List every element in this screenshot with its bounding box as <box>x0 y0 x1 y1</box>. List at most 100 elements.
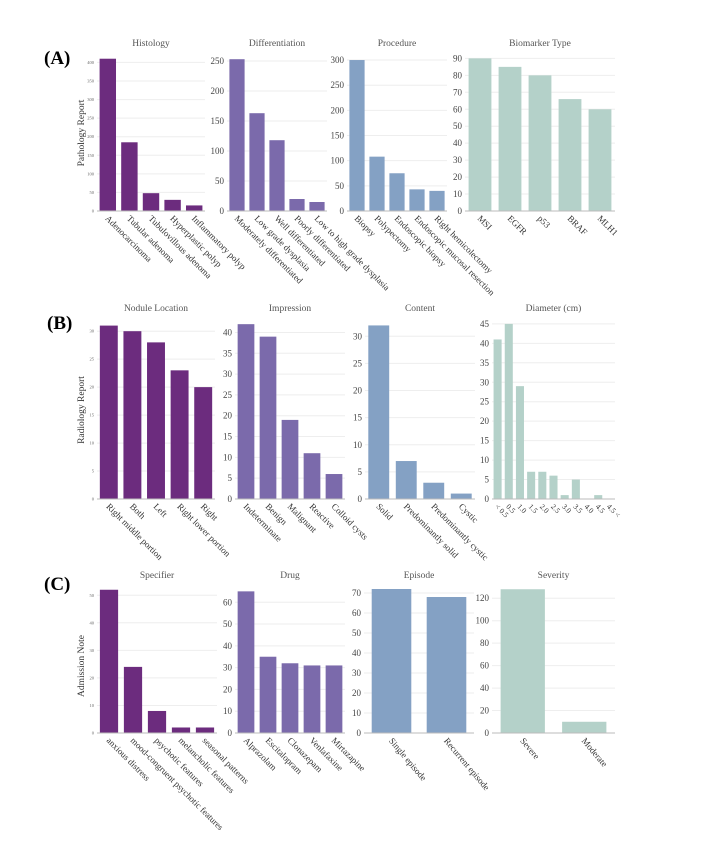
x-tick-label: EGFR <box>506 213 529 236</box>
bar <box>594 495 603 499</box>
bar <box>123 331 142 499</box>
bar <box>493 339 502 499</box>
y-tick-label: 0 <box>458 206 463 216</box>
chart-title: Severity <box>538 571 570 581</box>
y-tick-label: 120 <box>476 593 490 603</box>
y-tick-label: 50 <box>90 190 95 195</box>
bar <box>527 471 536 499</box>
chart-3: Biomarker Type 0 10 20 30 40 50 60 70 80 90 MSI EGFR… <box>453 39 620 238</box>
y-tick-label: 5 <box>92 469 95 474</box>
bar <box>389 173 405 211</box>
y-tick-label: 20 <box>223 411 233 421</box>
x-tick-label: Severe <box>518 736 541 761</box>
bar <box>562 721 607 733</box>
y-tick-label: 100 <box>331 156 345 166</box>
y-tick-label: 30 <box>90 648 95 653</box>
y-tick-label: 10 <box>223 452 233 462</box>
bar <box>171 727 191 733</box>
y-tick-label: 90 <box>453 53 463 63</box>
bar <box>99 58 117 211</box>
bar <box>164 199 181 211</box>
y-tick-label: 300 <box>331 55 345 65</box>
bar <box>450 493 472 499</box>
x-tick-label: Moderate <box>580 736 610 769</box>
bar <box>371 589 412 733</box>
bar <box>259 656 277 733</box>
y-tick-label: 15 <box>353 413 363 423</box>
y-tick-label: 15 <box>223 432 233 442</box>
x-tick-label: 4.5 < <box>605 502 622 519</box>
y-tick-label: 40 <box>223 327 233 337</box>
bar <box>515 386 524 499</box>
x-tick-label: Left <box>152 501 170 519</box>
bar <box>121 142 138 211</box>
row-labels: (A) (B) (C) Pathology Report Radiology R… <box>44 48 87 697</box>
y-tick-label: 35 <box>223 348 233 358</box>
bar <box>426 597 467 733</box>
bar <box>249 113 265 211</box>
y-tick-label: 350 <box>87 79 95 84</box>
chart-9: Drug0102030405060AlprazolamEscitalopramC… <box>223 571 367 776</box>
chart-title: Episode <box>404 571 435 581</box>
y-tick-label: 70 <box>453 87 463 97</box>
y-tick-label: 200 <box>211 86 225 96</box>
bar <box>429 190 445 211</box>
y-tick-label: 80 <box>453 70 463 80</box>
bar <box>395 461 417 499</box>
y-tick-label: 0 <box>92 497 95 502</box>
y-tick-label: 45 <box>480 319 490 329</box>
y-tick-label: 0 <box>220 206 225 216</box>
bar <box>560 495 569 499</box>
chart-title: Impression <box>269 304 311 314</box>
y-tick-label: 150 <box>211 116 225 126</box>
row-ylabel-c: Admission Note <box>77 635 87 697</box>
bar <box>325 665 343 733</box>
chart-title: Biomarker Type <box>509 39 571 49</box>
y-tick-label: 40 <box>480 338 490 348</box>
y-tick-label: 25 <box>480 397 490 407</box>
y-tick-label: 20 <box>352 688 362 698</box>
y-tick-label: 5 <box>485 475 490 485</box>
y-tick-label: 30 <box>353 331 363 341</box>
y-tick-label: 10 <box>90 441 95 446</box>
x-tick-label: Cystic <box>457 501 480 524</box>
y-tick-label: 5 <box>358 467 363 477</box>
x-tick-label: Both <box>128 501 148 521</box>
y-tick-label: 250 <box>87 116 95 121</box>
bar <box>500 589 545 733</box>
x-tick-label: 1.0 <box>516 502 529 515</box>
y-tick-label: 0 <box>92 209 95 214</box>
bar <box>195 727 215 733</box>
x-tick-label: 2.5 <box>549 502 562 515</box>
x-tick-label: 4.0 <box>583 502 596 515</box>
y-tick-label: 0 <box>92 731 95 736</box>
bar <box>147 710 167 733</box>
y-tick-label: 10 <box>353 440 363 450</box>
y-tick-label: 20 <box>223 684 233 694</box>
y-tick-label: 25 <box>223 390 233 400</box>
bar <box>147 342 165 499</box>
bar <box>99 589 119 733</box>
y-tick-label: 60 <box>223 597 233 607</box>
chart-5: Impression0510152025303540IndeterminateB… <box>223 304 370 544</box>
y-tick-label: 60 <box>453 104 463 114</box>
x-tick-label: 3.5 <box>571 502 584 515</box>
y-tick-label: 100 <box>211 146 225 156</box>
bar <box>289 199 305 211</box>
y-tick-label: 35 <box>480 358 490 368</box>
chart-title: Nodule Location <box>124 304 188 314</box>
y-tick-label: 30 <box>453 155 463 165</box>
y-tick-label: 150 <box>331 131 345 141</box>
chart-0: Histology050100150200250300350400Adenoca… <box>87 39 248 280</box>
y-tick-label: 20 <box>453 172 463 182</box>
y-tick-label: 20 <box>480 706 490 716</box>
bar <box>588 109 612 211</box>
bar <box>123 666 143 733</box>
y-tick-label: 30 <box>480 377 490 387</box>
x-tick-label: MSI <box>476 213 494 231</box>
y-tick-label: 30 <box>352 668 362 678</box>
